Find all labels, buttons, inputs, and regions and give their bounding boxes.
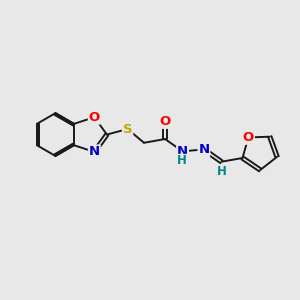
Text: H: H: [177, 154, 187, 167]
Text: O: O: [243, 131, 254, 144]
Text: N: N: [89, 146, 100, 158]
Text: S: S: [123, 122, 132, 136]
Text: N: N: [177, 145, 188, 158]
Text: N: N: [198, 143, 209, 156]
Text: O: O: [89, 111, 100, 124]
Text: H: H: [217, 165, 226, 178]
Text: O: O: [159, 115, 171, 128]
